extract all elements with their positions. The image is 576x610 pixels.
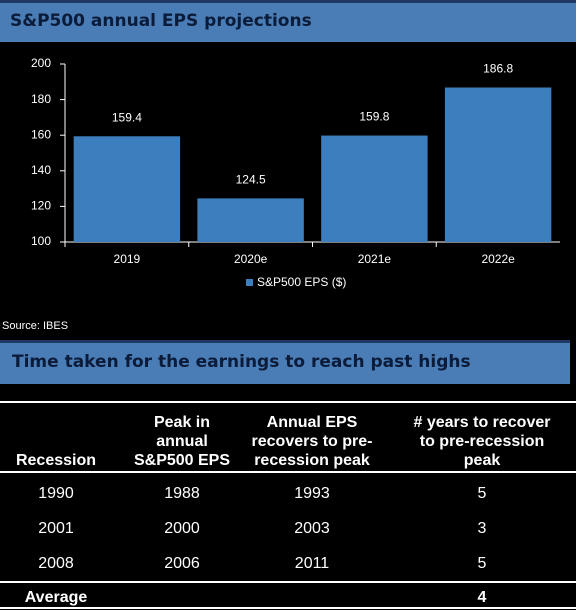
chart-banner [0, 0, 576, 42]
table-cell: 5 [478, 555, 487, 572]
data-label: 159.4 [112, 110, 142, 124]
source: Source: IBES [2, 320, 68, 332]
table-cell: 1993 [294, 485, 330, 502]
table-title: Time taken for the earnings to reach pas… [12, 352, 471, 372]
bar [321, 135, 428, 242]
banner-edge [0, 340, 570, 343]
y-tick-label: 200 [31, 56, 51, 70]
header-cell: Recession [16, 452, 96, 469]
table-cell: 3 [478, 520, 487, 537]
x-tick-label: 2022e [481, 252, 515, 266]
legend-label: S&P500 EPS ($) [257, 275, 346, 289]
header-cell: S&P500 EPS [134, 452, 230, 469]
table-cell: 5 [478, 485, 487, 502]
header-cell: Annual EPS [267, 414, 358, 431]
header-cell: recovers to pre- [252, 433, 373, 450]
header-cell: recession peak [254, 452, 370, 469]
footer-value: 4 [478, 589, 487, 606]
table-cell: 1990 [38, 485, 74, 502]
table-cell: 2003 [294, 520, 330, 537]
bar [73, 136, 181, 242]
table-banner [0, 340, 570, 384]
table-cell: 1988 [164, 485, 200, 502]
table-cell: 2006 [164, 555, 200, 572]
table-cell: 2011 [295, 555, 330, 572]
table-cell: 2000 [164, 520, 200, 537]
y-tick-label: 120 [31, 199, 51, 213]
table-cell: 2008 [38, 555, 74, 572]
legend-swatch [246, 279, 253, 286]
data-label: 124.5 [236, 173, 266, 187]
header-cell: to pre-recession [420, 433, 544, 450]
bar [197, 198, 304, 242]
header-cell: peak [464, 452, 501, 469]
x-tick-label: 2020e [234, 252, 268, 266]
chart-title: S&P500 annual EPS projections [10, 11, 312, 31]
x-tick-label: 2019 [114, 252, 141, 266]
y-tick-label: 180 [31, 92, 51, 106]
footer-label: Average [25, 589, 88, 606]
x-tick-label: 2021e [358, 252, 392, 266]
y-tick-label: 160 [31, 127, 51, 141]
header-cell: annual [156, 433, 208, 450]
y-tick-label: 100 [31, 234, 51, 248]
data-label: 159.8 [359, 110, 389, 124]
data-label: 186.8 [483, 62, 513, 76]
y-tick-label: 140 [31, 163, 51, 177]
bar [444, 87, 552, 242]
table-cell: 2001 [38, 520, 74, 537]
banner-edge [0, 0, 576, 3]
header-cell: # years to recover [414, 414, 551, 431]
header-cell: Peak in [154, 414, 210, 431]
